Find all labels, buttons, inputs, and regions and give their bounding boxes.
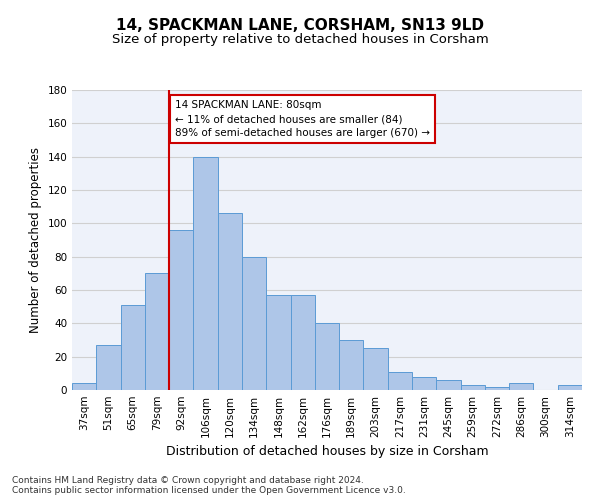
Bar [218,214,242,390]
Bar [96,345,121,390]
Bar [509,384,533,390]
Bar [388,372,412,390]
Y-axis label: Number of detached properties: Number of detached properties [29,147,42,333]
Bar [436,380,461,390]
Bar [169,230,193,390]
Bar [364,348,388,390]
Bar [558,385,582,390]
Bar [485,386,509,390]
Bar [145,274,169,390]
Bar [461,385,485,390]
Bar [193,156,218,390]
Text: 14, SPACKMAN LANE, CORSHAM, SN13 9LD: 14, SPACKMAN LANE, CORSHAM, SN13 9LD [116,18,484,32]
Bar [339,340,364,390]
X-axis label: Distribution of detached houses by size in Corsham: Distribution of detached houses by size … [166,446,488,458]
Bar [266,295,290,390]
Bar [72,384,96,390]
Bar [290,295,315,390]
Bar [315,324,339,390]
Text: 14 SPACKMAN LANE: 80sqm
← 11% of detached houses are smaller (84)
89% of semi-de: 14 SPACKMAN LANE: 80sqm ← 11% of detache… [175,100,430,138]
Bar [121,305,145,390]
Text: Contains HM Land Registry data © Crown copyright and database right 2024.
Contai: Contains HM Land Registry data © Crown c… [12,476,406,495]
Text: Size of property relative to detached houses in Corsham: Size of property relative to detached ho… [112,32,488,46]
Bar [242,256,266,390]
Bar [412,376,436,390]
